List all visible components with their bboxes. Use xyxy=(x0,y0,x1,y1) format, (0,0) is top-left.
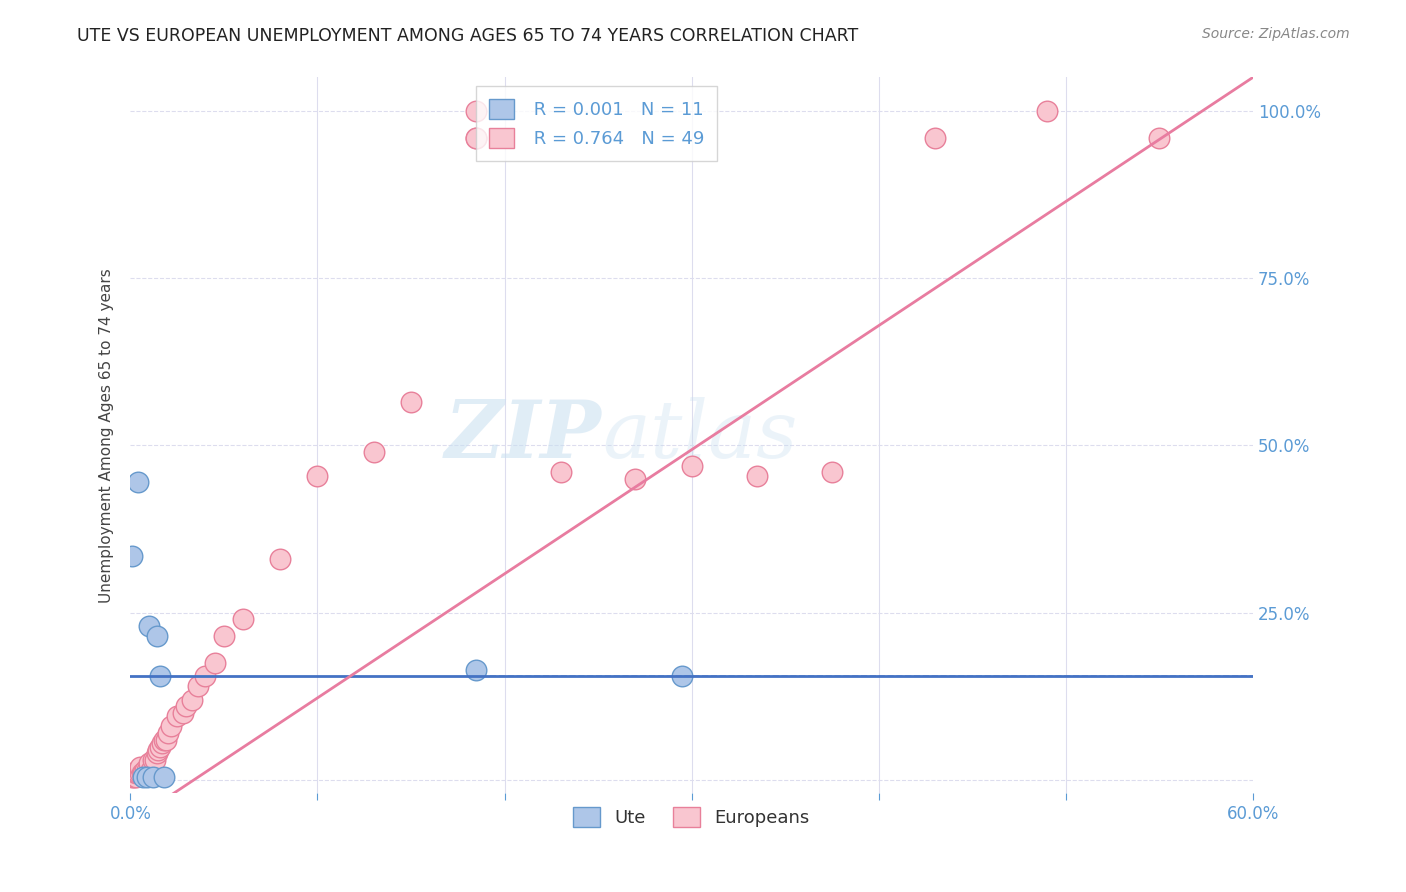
Point xyxy=(924,130,946,145)
Point xyxy=(153,732,176,747)
Point xyxy=(128,766,150,780)
Point xyxy=(745,468,768,483)
Point xyxy=(148,743,170,757)
Text: atlas: atlas xyxy=(602,397,797,475)
Point xyxy=(671,669,693,683)
Point xyxy=(153,770,176,784)
Point xyxy=(212,629,235,643)
Point xyxy=(145,746,167,760)
Point xyxy=(143,753,166,767)
Point xyxy=(465,103,488,118)
Point xyxy=(121,549,143,563)
Point xyxy=(121,766,143,780)
Point xyxy=(194,669,217,683)
Point xyxy=(136,770,159,784)
Text: Source: ZipAtlas.com: Source: ZipAtlas.com xyxy=(1202,27,1350,41)
Point xyxy=(150,736,173,750)
Point xyxy=(121,770,143,784)
Point xyxy=(134,763,156,777)
Point xyxy=(122,766,145,780)
Text: UTE VS EUROPEAN UNEMPLOYMENT AMONG AGES 65 TO 74 YEARS CORRELATION CHART: UTE VS EUROPEAN UNEMPLOYMENT AMONG AGES … xyxy=(77,27,859,45)
Point xyxy=(156,726,179,740)
Point xyxy=(136,763,159,777)
Point xyxy=(363,445,385,459)
Legend: Ute, Europeans: Ute, Europeans xyxy=(567,800,817,834)
Point xyxy=(821,465,844,479)
Point xyxy=(465,130,488,145)
Point xyxy=(624,472,647,486)
Point xyxy=(149,739,172,754)
Point xyxy=(181,692,204,706)
Point xyxy=(125,770,148,784)
Point xyxy=(142,753,165,767)
Y-axis label: Unemployment Among Ages 65 to 74 years: Unemployment Among Ages 65 to 74 years xyxy=(100,268,114,603)
Point xyxy=(465,663,488,677)
Point xyxy=(187,679,209,693)
Point xyxy=(132,770,155,784)
Point xyxy=(127,475,149,490)
Point xyxy=(166,709,188,723)
Point xyxy=(132,766,155,780)
Point xyxy=(1149,130,1171,145)
Point xyxy=(139,763,162,777)
Point xyxy=(155,732,177,747)
Point xyxy=(142,770,165,784)
Point xyxy=(125,766,148,780)
Point xyxy=(131,766,153,780)
Point xyxy=(160,719,183,733)
Point xyxy=(204,656,226,670)
Point xyxy=(138,756,160,771)
Point xyxy=(122,770,145,784)
Point xyxy=(550,465,572,479)
Point xyxy=(1036,103,1059,118)
Point xyxy=(149,669,172,683)
Point xyxy=(138,619,160,633)
Point xyxy=(127,766,149,780)
Point xyxy=(128,759,150,773)
Point xyxy=(145,629,167,643)
Point xyxy=(232,612,254,626)
Point xyxy=(269,552,291,566)
Point xyxy=(172,706,194,720)
Text: ZIP: ZIP xyxy=(444,397,602,475)
Point xyxy=(176,699,198,714)
Point xyxy=(307,468,329,483)
Point xyxy=(399,395,422,409)
Point xyxy=(681,458,703,473)
Point xyxy=(465,130,488,145)
